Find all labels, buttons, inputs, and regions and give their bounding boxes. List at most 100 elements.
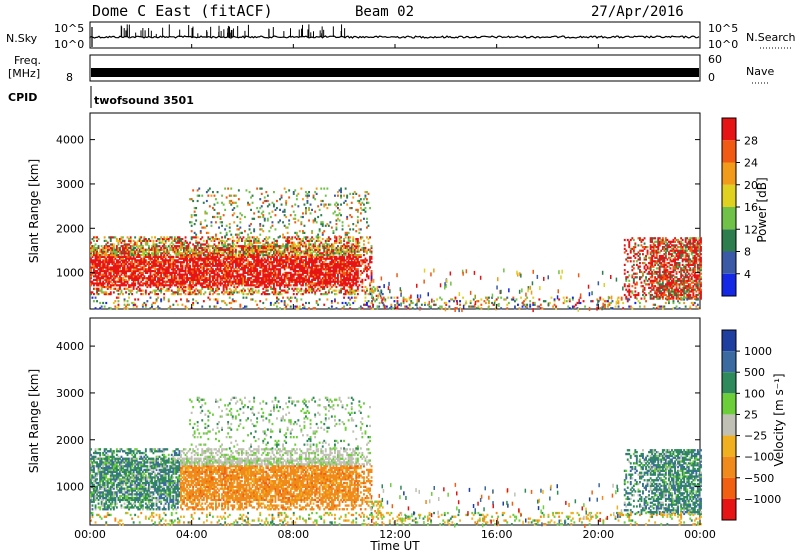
echo-cell xyxy=(258,211,260,213)
echo-cell xyxy=(121,290,123,292)
echo-cell xyxy=(262,230,264,232)
echo-cell xyxy=(287,232,289,234)
echo-cell xyxy=(317,205,319,207)
echo-cell xyxy=(185,236,187,238)
echo-cell xyxy=(142,290,144,292)
echo-cell xyxy=(316,193,318,195)
echo-cell xyxy=(185,293,187,295)
echo-cell xyxy=(203,240,205,242)
echo-cell xyxy=(206,225,208,227)
echo-cell xyxy=(339,209,341,211)
echo-cell xyxy=(342,221,344,223)
echo-cell xyxy=(365,195,367,197)
echo-cell xyxy=(93,240,95,242)
echo-cell xyxy=(209,249,211,251)
echo-cell xyxy=(150,240,152,242)
echo-cell xyxy=(625,250,627,252)
echo-cell xyxy=(224,209,226,211)
echo-cell xyxy=(633,239,635,241)
echo-cell xyxy=(368,275,370,277)
echo-cell xyxy=(358,232,360,234)
echo-cell xyxy=(320,204,322,206)
echo-cell xyxy=(634,287,636,289)
echo-cell xyxy=(221,225,223,227)
echo-cell xyxy=(294,189,296,191)
echo-cell xyxy=(244,216,246,218)
echo-cell xyxy=(281,195,283,197)
echo-cell xyxy=(636,276,638,278)
echo-cell xyxy=(171,236,173,238)
echo-cell xyxy=(256,188,258,190)
echo-cell xyxy=(233,221,235,223)
echo-cell xyxy=(191,230,193,232)
echo-cell xyxy=(360,254,362,256)
echo-cell xyxy=(288,223,290,225)
echo-cell xyxy=(284,209,286,211)
echo-cell xyxy=(223,214,225,216)
echo-cell xyxy=(633,267,635,269)
echo-cell xyxy=(148,245,150,247)
echo-cell xyxy=(345,200,347,202)
echo-cell xyxy=(340,240,342,242)
echo-cell xyxy=(307,236,309,238)
echo-cell xyxy=(268,230,270,232)
echo-cell xyxy=(654,237,656,239)
echo-cell xyxy=(360,198,362,200)
echo-cell xyxy=(639,262,641,264)
echo-cell xyxy=(177,265,179,267)
echo-cell xyxy=(294,204,296,206)
echo-cell xyxy=(198,195,200,197)
echo-cell xyxy=(300,188,302,190)
echo-cell xyxy=(191,214,193,216)
echo-cell xyxy=(634,290,636,292)
echo-cell xyxy=(363,254,365,256)
echo-cell xyxy=(305,207,307,209)
echo-cell xyxy=(363,204,365,206)
echo-cell xyxy=(279,209,281,211)
echo-cell xyxy=(276,200,278,202)
echo-cell xyxy=(297,219,299,221)
echo-cell xyxy=(218,288,220,290)
echo-cell xyxy=(98,238,100,240)
nsearch-tick-bottom: 10^0 xyxy=(708,38,738,51)
echo-cell xyxy=(340,214,342,216)
echo-cell xyxy=(113,243,115,245)
echo-cell xyxy=(195,219,197,221)
echo-cell xyxy=(200,221,202,223)
echo-cell xyxy=(154,236,156,238)
echo-cell xyxy=(368,202,370,204)
echo-cell xyxy=(628,283,630,285)
echo-cell xyxy=(284,188,286,190)
echo-cell xyxy=(320,188,322,190)
echo-cell xyxy=(279,219,281,221)
echo-cell xyxy=(294,221,296,223)
echo-cell xyxy=(288,288,290,290)
echo-cell xyxy=(275,288,277,290)
echo-cell xyxy=(264,218,266,220)
echo-cell xyxy=(305,243,307,245)
echo-cell xyxy=(360,219,362,221)
echo-cell xyxy=(369,207,371,209)
echo-cell xyxy=(288,219,290,221)
echo-cell xyxy=(366,221,368,223)
nsky-line xyxy=(90,36,699,38)
echo-cell xyxy=(322,238,324,240)
echo-cell xyxy=(361,236,363,238)
echo-cell xyxy=(320,214,322,216)
echo-cell xyxy=(631,285,633,287)
echo-cell xyxy=(239,227,241,229)
echo-cell xyxy=(336,293,338,295)
echo-cell xyxy=(357,219,359,221)
echo-cell xyxy=(349,240,351,242)
echo-cell xyxy=(192,200,194,202)
echo-cell xyxy=(200,230,202,232)
echo-cell xyxy=(194,223,196,225)
echo-cell xyxy=(198,188,200,190)
echo-cell xyxy=(239,221,241,223)
echo-cell xyxy=(227,188,229,190)
echo-cell xyxy=(191,221,193,223)
echo-cell xyxy=(215,234,217,236)
freq-data-band xyxy=(91,68,699,77)
echo-cell xyxy=(272,221,274,223)
nsky-trace xyxy=(90,24,699,47)
